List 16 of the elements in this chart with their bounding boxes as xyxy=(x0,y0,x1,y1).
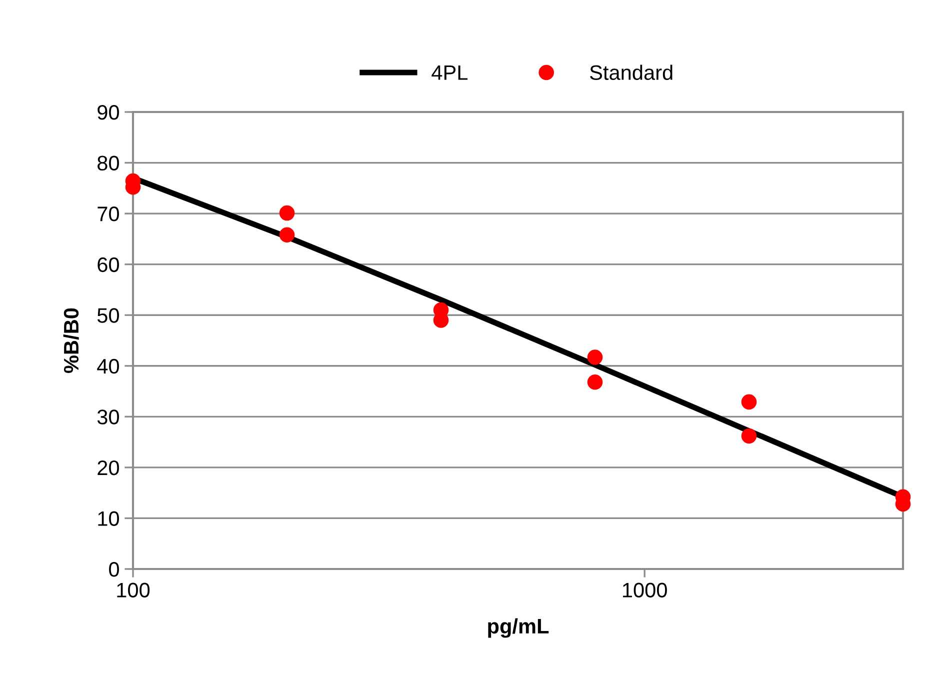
y-tick-label: 60 xyxy=(98,257,119,272)
y-tick-label: 40 xyxy=(97,358,119,374)
legend-label: 4PL xyxy=(432,65,468,80)
y-tick-label: 30 xyxy=(97,410,119,424)
x-tick-label: 100 xyxy=(117,582,150,598)
legend-label: Standard xyxy=(590,64,672,80)
y-tick-label: 10 xyxy=(98,511,119,526)
y-axis-title: %B/B0 xyxy=(63,308,79,373)
y-tick-label: 90 xyxy=(98,105,119,120)
y-tick-label: 80 xyxy=(98,156,119,171)
y-tick-label: 50 xyxy=(97,308,119,323)
x-axis-title: pg/mL xyxy=(488,618,549,638)
y-tick-label: 20 xyxy=(98,460,119,476)
y-tick-label: 0 xyxy=(109,562,119,577)
y-tick-label: 70 xyxy=(98,206,119,222)
x-tick-label: 1000 xyxy=(622,582,667,598)
